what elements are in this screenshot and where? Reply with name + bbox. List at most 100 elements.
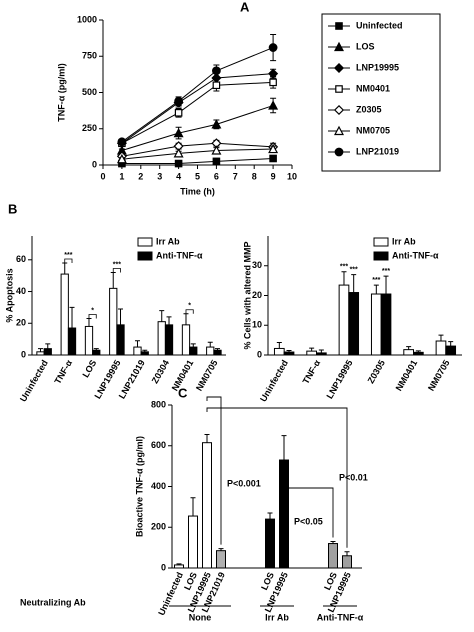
x-tick-label: Uninfected (258, 358, 290, 403)
y-tick-label: 0 (257, 349, 262, 359)
bar (140, 351, 149, 356)
legend-marker (334, 41, 344, 52)
bar (435, 340, 447, 356)
legend-label: LOS (356, 41, 375, 51)
x-tick-label: LNP19995 (324, 358, 354, 400)
marker (269, 154, 277, 163)
bar (92, 349, 101, 356)
legend-label: Irr Ab (392, 236, 416, 246)
significance-bracket (64, 258, 73, 263)
error-bar (69, 306, 75, 329)
series-line (121, 142, 274, 157)
legend-marker (333, 104, 345, 116)
bar (109, 287, 118, 356)
error-bar (166, 316, 172, 325)
marker (116, 153, 127, 164)
bar (36, 351, 45, 356)
error-bar (190, 343, 196, 348)
marker (268, 43, 278, 52)
x-tick-label: Z0305 (366, 358, 387, 385)
bar (316, 352, 327, 356)
legend-marker (334, 147, 344, 157)
y-tick-label: 800 (151, 399, 166, 409)
legend-label: Uninfected (356, 20, 403, 30)
bar (60, 273, 69, 356)
marker (212, 157, 221, 166)
bar (84, 325, 94, 356)
significance: * (91, 307, 94, 314)
x-axis-label: Time (h) (180, 186, 215, 196)
error-bar (373, 284, 379, 295)
bar (265, 518, 275, 569)
y-tick-label: 40 (16, 286, 26, 296)
x-tick-label: Uninfected (18, 358, 50, 403)
bar (116, 324, 125, 356)
legend-marker (335, 85, 343, 93)
error-bar (383, 275, 389, 295)
group-label: Irr Ab (265, 612, 289, 622)
bar (189, 346, 198, 356)
legend-label: NM0401 (356, 83, 390, 93)
x-tick-label: LOS (80, 358, 98, 379)
error-bar (183, 313, 189, 325)
bar (43, 348, 52, 356)
series-line (121, 157, 274, 165)
marker (268, 143, 279, 154)
x-tick-label: NM0705 (194, 358, 220, 392)
series-line (121, 73, 274, 144)
legend-box (321, 13, 441, 172)
significance: *** (113, 261, 121, 268)
error-bar (344, 551, 350, 556)
bar (202, 442, 212, 569)
legend-swatch (373, 251, 389, 261)
bar (306, 350, 317, 356)
marker (212, 81, 221, 90)
y-tick-label: 400 (151, 481, 166, 491)
marker (173, 148, 184, 158)
y-tick-label: 250 (82, 123, 97, 133)
marker (211, 66, 221, 76)
x-tick-label: 6 (214, 171, 219, 181)
series-line (121, 105, 274, 151)
marker (268, 100, 279, 110)
panel-label: B (8, 201, 17, 216)
error-bar (110, 271, 116, 289)
error-bar (86, 318, 92, 327)
x-tick-label: 10 (287, 171, 297, 181)
legend-label: Anti-TNF-α (392, 250, 439, 260)
bar (273, 347, 285, 356)
error-bar (276, 342, 282, 349)
x-tick-label: 4 (176, 171, 181, 181)
panel-label: A (240, 0, 250, 14)
x-tick-label: 2 (138, 171, 143, 181)
significance-bracket (88, 314, 97, 319)
significance: *** (64, 252, 72, 259)
series-line (121, 148, 274, 160)
y-tick-label: 500 (82, 87, 97, 97)
marker (174, 108, 183, 117)
error-bar (204, 434, 210, 443)
y-tick-label: 20 (252, 290, 262, 300)
bar (348, 292, 360, 356)
y-tick-label: 0 (161, 562, 166, 572)
legend-label: LNP21019 (356, 146, 399, 156)
error-bar (37, 348, 43, 352)
bar (206, 346, 215, 356)
bar (213, 349, 222, 356)
y-tick-label: 750 (82, 51, 97, 61)
y-tick-label: 200 (151, 522, 166, 532)
significance: *** (340, 264, 348, 271)
bar (133, 346, 142, 356)
marker (211, 119, 222, 129)
significance: P<0.001 (227, 478, 261, 488)
error-bar (281, 435, 287, 461)
y-tick-label: 30 (252, 260, 262, 270)
bar (403, 349, 414, 356)
x-tick-label: 5 (195, 171, 200, 181)
x-tick-label: 7 (233, 171, 238, 181)
bar (370, 293, 382, 356)
error-bar (134, 340, 140, 348)
x-tick-label: TNF-α (52, 358, 74, 386)
